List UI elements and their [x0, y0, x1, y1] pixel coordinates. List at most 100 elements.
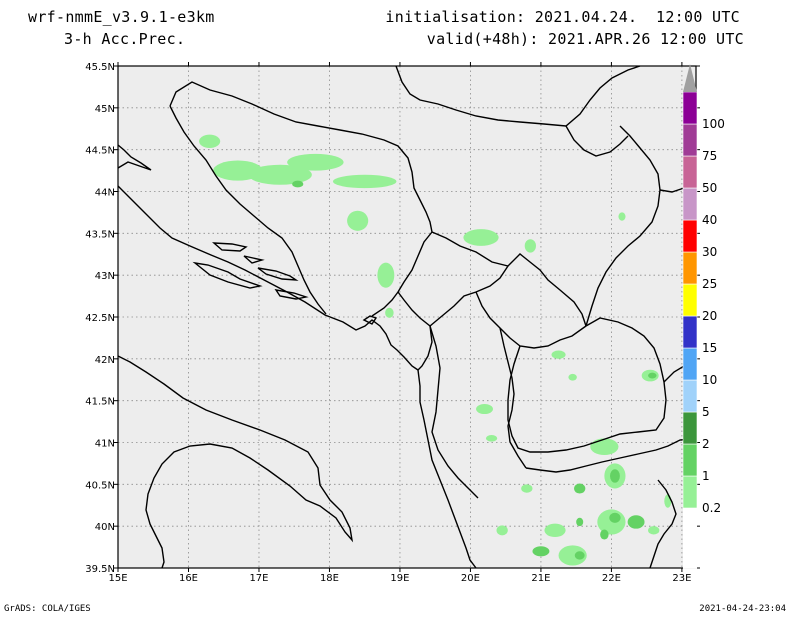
- precip-patch: [476, 404, 493, 415]
- precip-patch: [574, 483, 586, 494]
- legend-box: [682, 219, 698, 253]
- legend-label: 30: [702, 245, 717, 259]
- initialisation-time: initialisation: 2021.04.24. 12:00 UTC: [385, 8, 740, 26]
- legend-label: 10: [702, 373, 717, 387]
- lon-tick-label: 21E: [531, 573, 550, 584]
- precip-patch: [590, 438, 619, 456]
- bosnia-east-border: [371, 231, 433, 317]
- lat-tick-label: 45N: [95, 104, 115, 115]
- precip-patch: [544, 523, 566, 538]
- precip-patch: [532, 546, 550, 557]
- lon-tick-label: 19E: [390, 573, 409, 584]
- lon-tick-label: 17E: [249, 573, 268, 584]
- bosnia-northwest-border: [169, 105, 327, 315]
- precip-patch: [664, 494, 672, 508]
- precip-patch: [332, 174, 397, 189]
- legend-box: [682, 347, 698, 381]
- legend-label: 2: [702, 437, 710, 451]
- northern-border: [395, 65, 641, 127]
- lat-tick-label: 45.5N: [85, 62, 115, 73]
- lat-tick-label: 44N: [95, 188, 115, 199]
- lon-tick-label: 15E: [108, 573, 127, 584]
- axis-labels: 15E 16E 17E 18E 19E 20E 21E 22E 23E 39.5N 40N 40.5N…: [85, 62, 691, 584]
- precip-patch: [574, 551, 585, 560]
- italy-coastline: [117, 355, 354, 569]
- croatia-bosnia-border: [169, 81, 433, 233]
- lat-tick-label: 41N: [95, 439, 115, 450]
- legend-label: 15: [702, 341, 717, 355]
- lat-tick-label: 43.5N: [85, 229, 115, 240]
- legend-label: 40: [702, 213, 717, 227]
- lat-tick-label: 40N: [95, 522, 115, 533]
- legend-label: 1: [702, 469, 710, 483]
- lat-tick-label: 40.5N: [85, 480, 115, 491]
- lat-tick-label: 44.5N: [85, 146, 115, 157]
- island-1: [212, 242, 248, 252]
- north-macedonia-border: [507, 317, 667, 453]
- precip-patch: [648, 372, 657, 379]
- model-title: wrf-nmmE_v3.9.1-e3km: [28, 8, 215, 26]
- precip-patch: [287, 153, 344, 171]
- lat-tick-label: 41.5N: [85, 397, 115, 408]
- precip-patch: [576, 517, 584, 527]
- legend-box-low: [683, 508, 697, 569]
- legend-box: [682, 123, 698, 157]
- serbia-border: [431, 231, 587, 327]
- legend-label: 25: [702, 277, 717, 291]
- legend-label: 50: [702, 181, 717, 195]
- precip-patch: [627, 515, 645, 529]
- legend-box: [682, 443, 698, 477]
- precip-patch: [292, 180, 304, 188]
- lon-tick-label: 22E: [602, 573, 621, 584]
- creation-timestamp: 2021-04-24-23:04: [699, 604, 786, 614]
- island-3: [257, 267, 299, 281]
- legend-box: [682, 251, 698, 285]
- legend-label: 0.2: [702, 501, 721, 515]
- legend-cap: [683, 64, 697, 92]
- precip-patch: [496, 525, 508, 536]
- lon-tick-label: 23E: [672, 573, 691, 584]
- precip-patch: [597, 509, 626, 535]
- legend-box: [682, 187, 698, 221]
- precip-patch: [600, 529, 609, 540]
- island-4: [274, 289, 309, 300]
- adriatic-coastline: [117, 144, 419, 371]
- island-5: [243, 255, 265, 264]
- legend-box: [682, 91, 698, 125]
- legend-label: 20: [702, 309, 717, 323]
- romania-serbia-border: [565, 125, 629, 157]
- precip-patch: [377, 262, 395, 288]
- lon-tick-label: 20E: [461, 573, 480, 584]
- precip-patch: [347, 210, 369, 231]
- precip-patch: [610, 469, 620, 483]
- precipitation-patches: [199, 134, 695, 566]
- precip-patch: [648, 526, 660, 535]
- legend-label: 75: [702, 149, 717, 163]
- lon-tick-label: 18E: [320, 573, 339, 584]
- precip-patch: [618, 212, 626, 221]
- island-2: [192, 261, 263, 289]
- field-title: 3-h Acc.Prec.: [64, 30, 186, 48]
- legend-label: 100: [702, 117, 725, 131]
- legend-box: [682, 155, 698, 189]
- legend-box: [682, 379, 698, 413]
- small-coast-north: [362, 315, 378, 325]
- valid-time: valid(+48h): 2021.APR.26 12:00 UTC: [426, 30, 744, 48]
- greece-north-border: [525, 437, 697, 473]
- coastlines-and-borders: [117, 65, 697, 569]
- lat-tick-label: 43N: [95, 271, 115, 282]
- legend-box: [682, 283, 698, 317]
- albania-north-macedonia-border: [499, 327, 527, 469]
- precip-patch: [551, 350, 566, 359]
- precip-patch: [385, 307, 394, 318]
- lat-tick-label: 42.5N: [85, 313, 115, 324]
- serbia-bulgaria-border: [585, 125, 661, 327]
- precip-patch: [524, 239, 536, 253]
- precip-patch: [558, 545, 587, 566]
- legend-box: [682, 411, 698, 445]
- balkan-west-coast: [417, 369, 477, 569]
- kosovo-border: [429, 265, 509, 327]
- legend-box: [682, 315, 698, 349]
- lat-tick-label: 39.5N: [85, 564, 115, 575]
